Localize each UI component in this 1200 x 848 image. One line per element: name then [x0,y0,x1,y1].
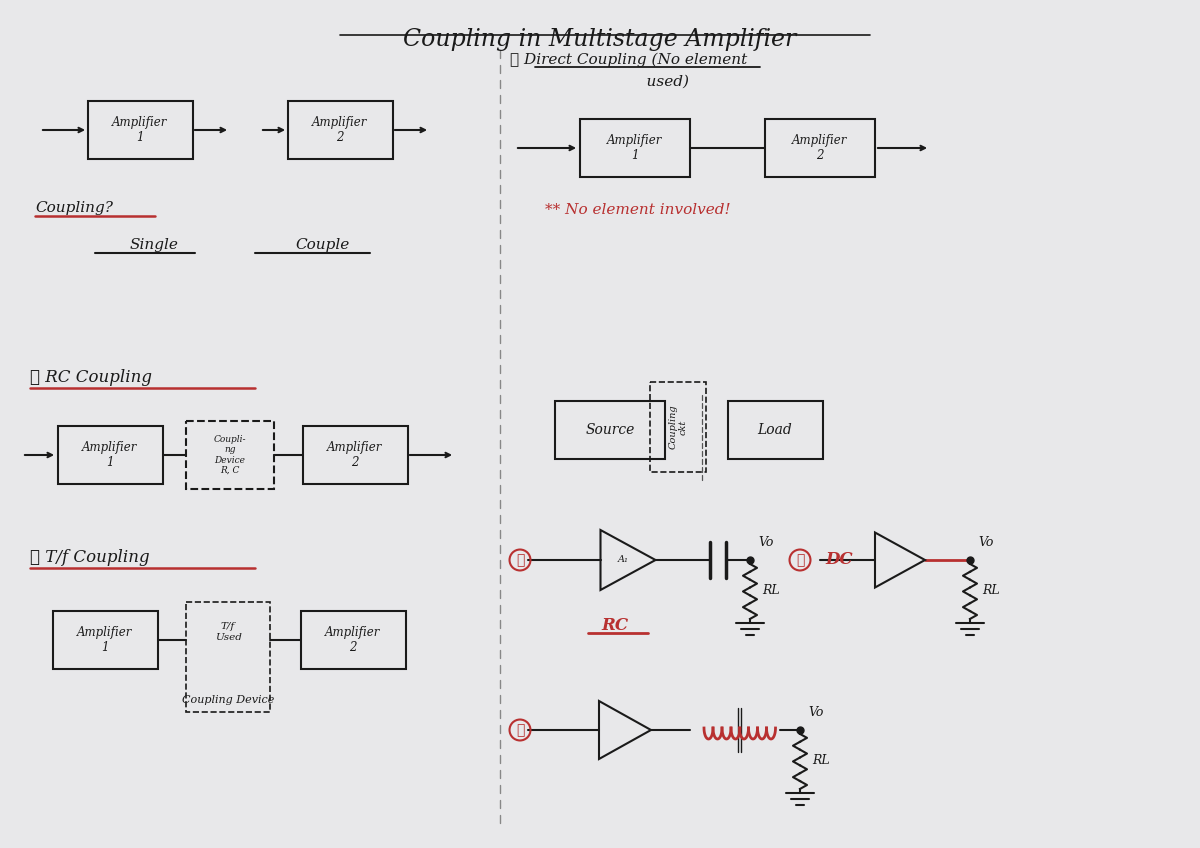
Text: RL: RL [762,583,780,596]
Text: RL: RL [812,754,829,767]
Text: ③ Direct Coupling (No element: ③ Direct Coupling (No element [510,53,748,67]
Text: Vo: Vo [758,535,773,549]
Bar [727,401,822,459]
Bar [300,611,406,669]
Bar [580,119,690,177]
Text: Load: Load [757,423,792,437]
Text: used): used) [510,75,689,89]
Text: Coupling in Multistage Amplifier: Coupling in Multistage Amplifier [403,28,797,51]
Text: T/f
Used: T/f Used [215,622,241,642]
Text: ③: ③ [516,723,524,737]
Text: RC: RC [601,616,629,633]
Text: Coupling
ckt: Coupling ckt [668,404,688,449]
Text: Vo: Vo [978,535,994,549]
Bar [88,101,192,159]
Text: Coupli-
ng
Device
R, C: Coupli- ng Device R, C [214,435,246,475]
Bar [58,426,162,484]
Text: ① RC Coupling: ① RC Coupling [30,370,152,387]
Text: Amplifier
1: Amplifier 1 [77,626,133,654]
Bar [302,426,408,484]
Text: Amplifier
1: Amplifier 1 [113,116,168,144]
Text: ** No element involved!: ** No element involved! [545,203,731,217]
Text: ② T/f Coupling: ② T/f Coupling [30,550,150,566]
Text: Amplifier
2: Amplifier 2 [325,626,380,654]
Text: Amplifier
1: Amplifier 1 [607,134,662,162]
Text: A₁: A₁ [618,555,629,565]
Text: Amplifier
2: Amplifier 2 [312,116,367,144]
Bar [186,421,274,489]
Bar [766,119,875,177]
Text: Source: Source [586,423,635,437]
Text: Single: Single [130,238,179,252]
Text: DC: DC [826,551,853,568]
Bar [53,611,157,669]
Text: ①: ① [516,553,524,567]
Text: Couple: Couple [295,238,349,252]
Bar [186,602,270,712]
Text: RL: RL [982,583,1000,596]
Bar [554,401,665,459]
Text: Coupling Device: Coupling Device [182,695,274,705]
Text: Amplifier
1: Amplifier 1 [83,441,138,469]
Text: Vo: Vo [808,706,823,718]
Text: ②: ② [796,553,804,567]
Bar [288,101,392,159]
Text: Amplifier
2: Amplifier 2 [328,441,383,469]
Text: Coupling?: Coupling? [35,201,113,215]
Bar [650,382,706,472]
Text: Amplifier
2: Amplifier 2 [792,134,847,162]
